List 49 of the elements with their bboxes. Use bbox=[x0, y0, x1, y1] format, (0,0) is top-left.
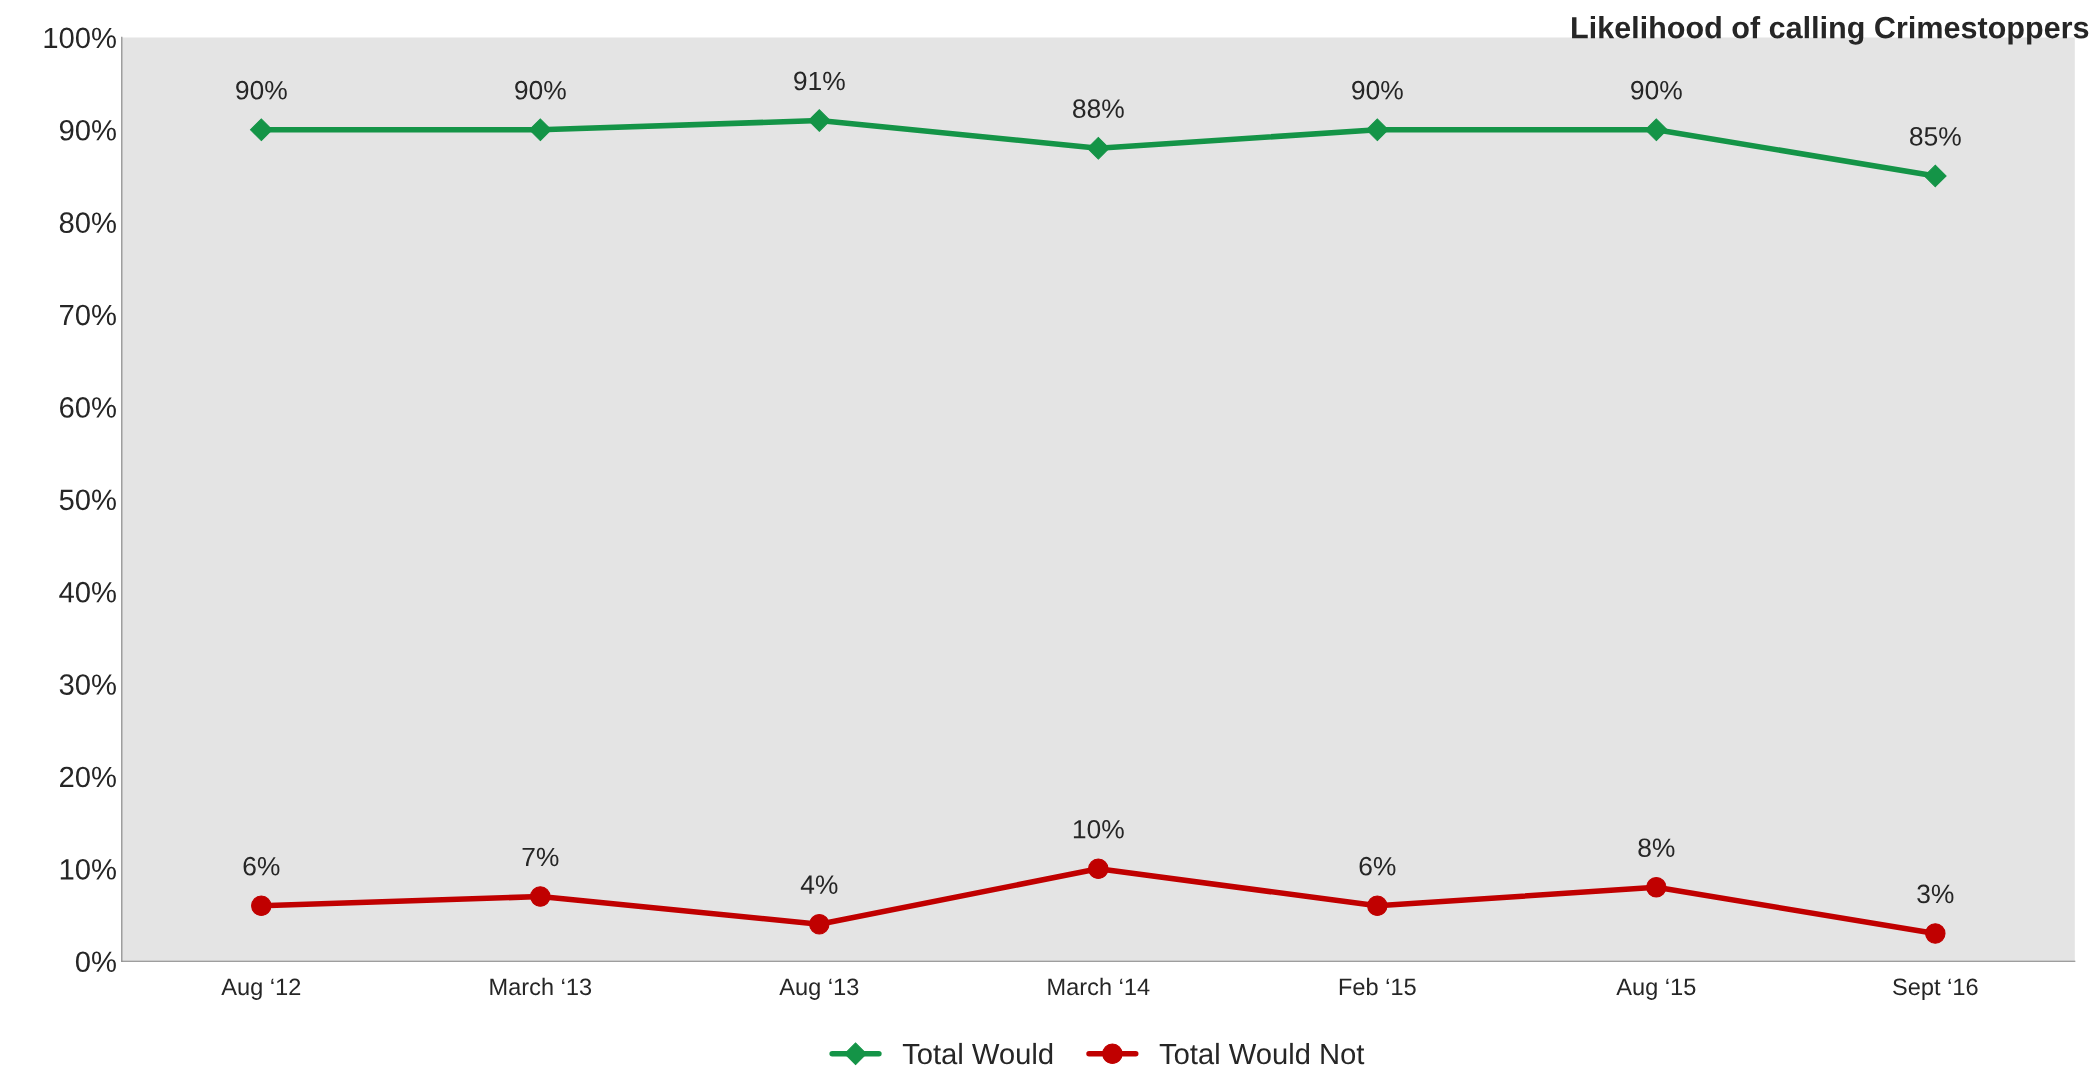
point bbox=[807, 109, 831, 132]
y-tick-label: 60% bbox=[60, 397, 116, 418]
data-label: 85% bbox=[1910, 127, 1961, 146]
data-label: 90% bbox=[236, 80, 287, 100]
point bbox=[1644, 118, 1668, 142]
y-tick-label: 0% bbox=[75, 951, 116, 973]
point bbox=[1365, 118, 1389, 142]
legend-label: Total Would Not bbox=[1159, 1042, 1365, 1065]
x-tick-label: Aug ‘13 bbox=[779, 978, 859, 1000]
y-tick-label: 50% bbox=[59, 489, 116, 511]
data-label: 90% bbox=[515, 80, 566, 100]
x-tick-label: March ‘14 bbox=[1048, 977, 1150, 996]
point bbox=[1646, 877, 1667, 898]
point bbox=[1925, 923, 1946, 944]
y-tick-label: 10% bbox=[60, 859, 116, 880]
y-tick-label: 90% bbox=[59, 119, 116, 141]
point bbox=[1088, 858, 1109, 880]
chart-title: Likelihood of calling Crimestoppers bbox=[1572, 16, 2089, 45]
data-label: 7% bbox=[522, 847, 559, 867]
legend-label: Total Would bbox=[902, 1042, 1053, 1065]
data-label: 90% bbox=[1631, 80, 1682, 100]
y-tick-label: 70% bbox=[60, 304, 116, 326]
point bbox=[1086, 136, 1110, 160]
y-tick-label: 80% bbox=[59, 212, 116, 233]
point bbox=[809, 914, 830, 935]
data-label: 6% bbox=[1359, 856, 1396, 876]
y-tick-label: 40% bbox=[59, 581, 116, 603]
data-label: 6% bbox=[243, 856, 280, 876]
y-tick-label: 20% bbox=[60, 766, 116, 788]
point bbox=[251, 895, 272, 917]
data-label: 10% bbox=[1073, 819, 1124, 839]
y-tick-label: 100% bbox=[44, 27, 116, 49]
data-label: 90% bbox=[1352, 80, 1403, 100]
point bbox=[1367, 895, 1388, 917]
x-tick-label: Aug ‘12 bbox=[221, 978, 301, 1000]
data-label: 4% bbox=[800, 875, 838, 894]
data-label: 3% bbox=[1917, 884, 1954, 904]
data-label: 88% bbox=[1073, 99, 1124, 119]
data-label: 8% bbox=[1638, 838, 1675, 858]
data-label: 91% bbox=[794, 71, 845, 91]
point bbox=[249, 118, 273, 142]
point bbox=[530, 886, 551, 907]
x-tick-label: Sept ‘16 bbox=[1893, 978, 1978, 1000]
point bbox=[1923, 164, 1947, 188]
x-tick-label: Feb ‘15 bbox=[1339, 977, 1416, 996]
x-tick-label: March ‘13 bbox=[490, 977, 592, 996]
y-tick-label: 30% bbox=[59, 674, 116, 695]
point bbox=[528, 118, 552, 142]
x-tick-label: Aug ‘15 bbox=[1616, 978, 1696, 1000]
